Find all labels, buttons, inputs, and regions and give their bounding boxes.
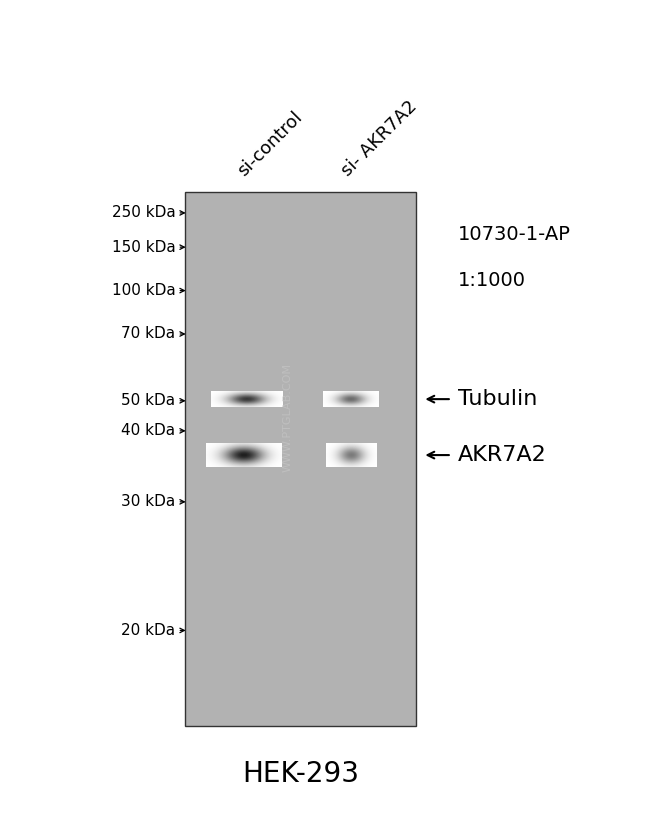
Text: 250 kDa: 250 kDa bbox=[112, 205, 176, 220]
Text: 70 kDa: 70 kDa bbox=[122, 326, 176, 342]
Text: HEK-293: HEK-293 bbox=[242, 760, 359, 788]
Text: 50 kDa: 50 kDa bbox=[122, 393, 176, 408]
Text: 30 kDa: 30 kDa bbox=[122, 494, 176, 509]
Text: WWW.PTGLAB.COM: WWW.PTGLAB.COM bbox=[283, 363, 292, 472]
Text: 20 kDa: 20 kDa bbox=[122, 623, 176, 638]
Bar bbox=[185, 192, 416, 726]
Text: AKR7A2: AKR7A2 bbox=[458, 445, 547, 465]
Text: 1:1000: 1:1000 bbox=[458, 271, 526, 291]
Text: 10730-1-AP: 10730-1-AP bbox=[458, 225, 571, 245]
Text: Tubulin: Tubulin bbox=[458, 389, 538, 409]
Text: 100 kDa: 100 kDa bbox=[112, 283, 176, 298]
Text: si- AKR7A2: si- AKR7A2 bbox=[338, 97, 421, 180]
Text: si-control: si-control bbox=[234, 108, 306, 180]
Text: 150 kDa: 150 kDa bbox=[112, 240, 176, 255]
Text: 40 kDa: 40 kDa bbox=[122, 423, 176, 438]
